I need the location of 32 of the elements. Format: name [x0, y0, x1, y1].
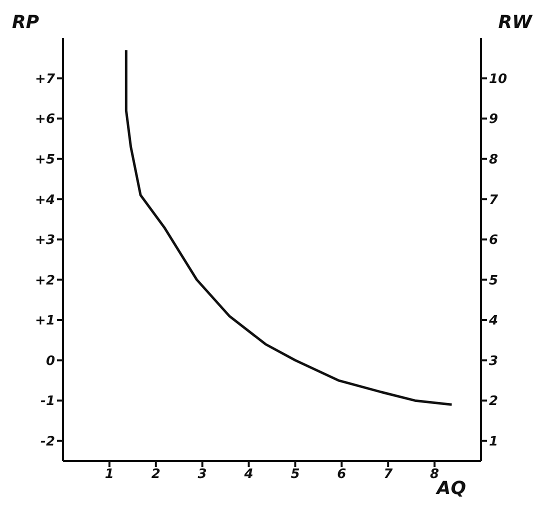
x-tick-label: 7	[384, 467, 394, 482]
x-tick-label: 5	[290, 467, 300, 482]
x-tick-label: 4	[243, 467, 254, 482]
y2-tick-label: 10	[489, 72, 508, 87]
x-tick-label: 1	[104, 467, 114, 482]
y2-tick-label: 6	[489, 233, 498, 248]
y-tick-label: +2	[35, 273, 55, 288]
x-tick-label: 8	[430, 467, 440, 482]
y-tick-label: +7	[35, 72, 56, 87]
x-tick-label: 3	[198, 467, 207, 482]
y-tick-label: -1	[40, 394, 55, 410]
y2-tick-label: 7	[489, 192, 499, 208]
y-tick-label: -2	[40, 434, 55, 450]
y-tick-label: +6	[35, 112, 55, 128]
y2-tick-label: 1	[489, 434, 498, 450]
y2-tick-label: 4	[488, 314, 498, 329]
line-series	[124, 48, 453, 406]
y-tick-label: +3	[35, 233, 55, 248]
y2-tick-label: 5	[489, 273, 498, 288]
x-axis-title: AQ	[436, 478, 466, 499]
y-tick-label: +4	[35, 192, 55, 208]
y-axis-title: RP	[12, 12, 40, 33]
y2-tick-label: 9	[489, 112, 498, 128]
y2-axis-title: RW	[498, 12, 532, 33]
y-tick-label: +1	[35, 314, 55, 329]
y2-tick-label: 8	[489, 152, 498, 168]
x-tick-label: 6	[337, 467, 346, 482]
y2-tick-label: 2	[489, 394, 498, 410]
y-tick-label: 0	[46, 354, 55, 369]
y2-tick-label: 3	[489, 354, 498, 369]
x-tick-label: 2	[151, 467, 160, 482]
y-tick-label: +5	[35, 152, 55, 168]
